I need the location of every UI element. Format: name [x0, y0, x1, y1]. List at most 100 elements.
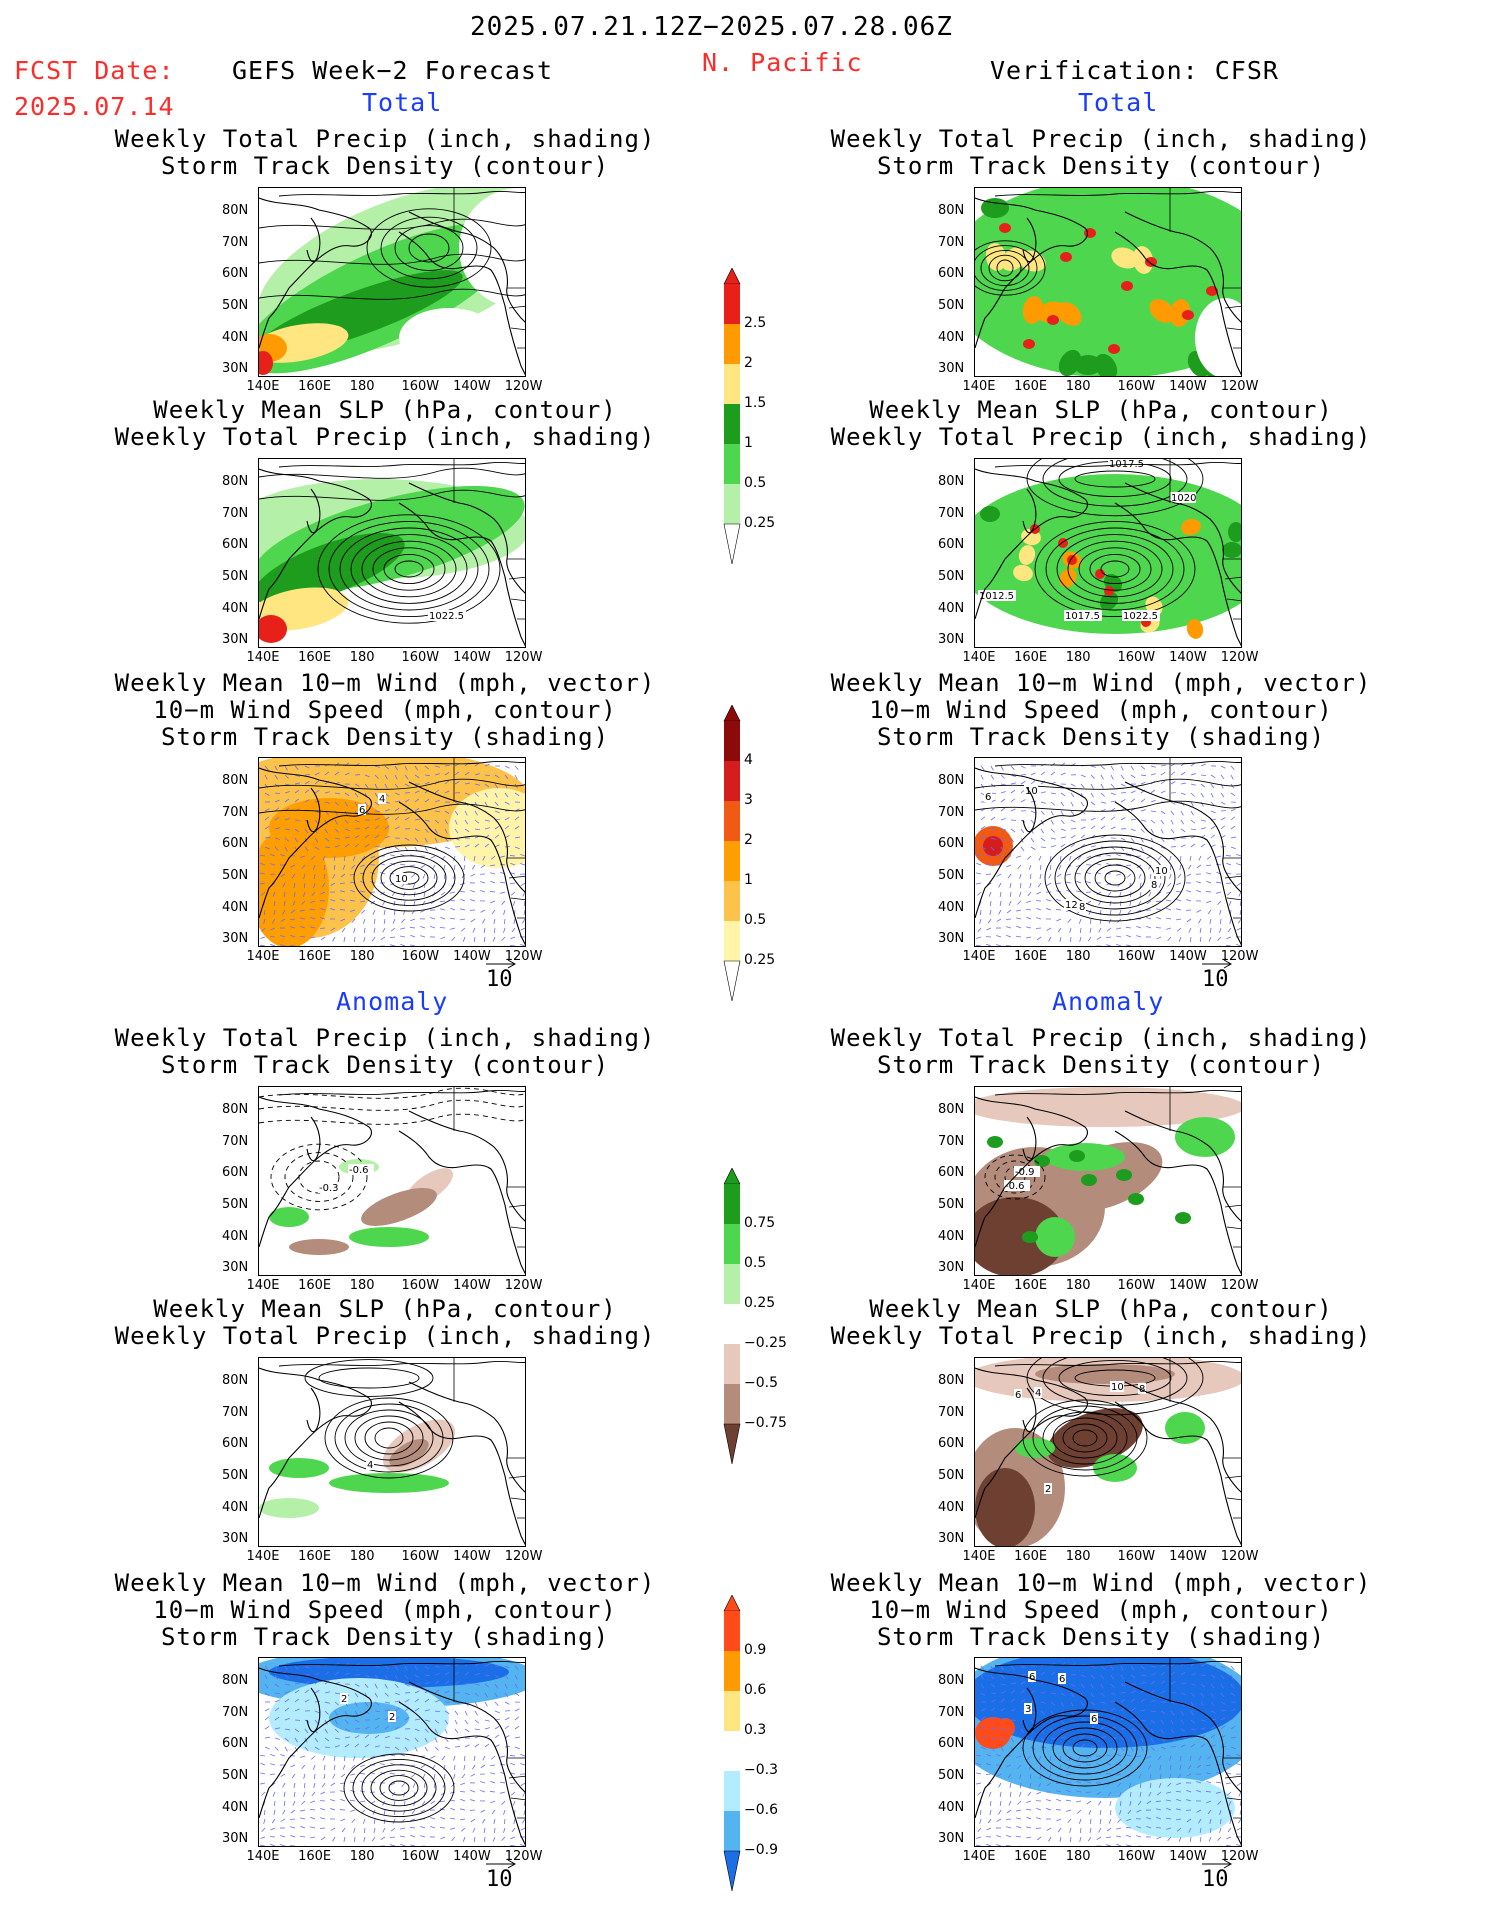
region-name: N. Pacific: [702, 48, 863, 77]
lat-tick-label: 30N: [938, 931, 965, 947]
lon-tick-label: 140W: [1169, 1849, 1207, 1864]
lon-tick-label: 160E: [298, 650, 332, 665]
lat-tick-label: 70N: [938, 234, 965, 250]
lon-tick-label: 140W: [1169, 1278, 1207, 1293]
panel-title-line: Weekly Total Precip (inch, shading): [114, 423, 656, 451]
lat-tick-label: 30N: [938, 1531, 965, 1547]
panel-title-line: Storm Track Density (shading): [876, 723, 1326, 751]
panel-title-line: 10−m Wind Speed (mph, contour): [869, 1596, 1333, 1624]
colorbar-tick-label: 4: [744, 752, 753, 768]
panel-title-line: Storm Track Density (contour): [160, 152, 610, 180]
lat-tick-label: 30N: [938, 632, 965, 648]
lat-tick-label: 70N: [938, 1704, 965, 1720]
map-field: [259, 188, 525, 376]
lat-tick-label: 60N: [222, 266, 249, 282]
colorbar-tick-label: −0.3: [744, 1762, 778, 1778]
panel-title-line: Weekly Total Precip (inch, shading): [830, 1024, 1372, 1052]
lat-tick-label: 50N: [222, 867, 249, 883]
lon-tick-label: 160W: [1117, 949, 1156, 964]
lon-tick-label: 140E: [246, 1549, 280, 1564]
panel-title-line: Weekly Mean 10−m Wind (mph, vector): [114, 669, 656, 697]
lon-tick-label: 160E: [1014, 650, 1048, 665]
section-total-fcst: Total: [362, 88, 443, 117]
svg-text:6: 6: [985, 792, 991, 803]
lat-tick-label: 80N: [938, 1672, 965, 1688]
lon-tick-label: 180: [349, 1278, 375, 1293]
svg-text:-0.3: -0.3: [319, 1183, 339, 1194]
lat-tick-label: 50N: [222, 568, 249, 584]
svg-text:1020: 1020: [1171, 493, 1196, 504]
fcst-date-value: 2025.07.14: [14, 92, 175, 121]
lon-tick-label: 120W: [1220, 949, 1259, 964]
panel-title-verif-1: Weekly Mean SLP (hPa, contour) Weekly Tot…: [751, 397, 1451, 451]
svg-text:1022.5: 1022.5: [429, 611, 464, 622]
svg-text:12: 12: [1065, 900, 1078, 911]
lat-tick-label: 30N: [222, 361, 249, 377]
colorbar-track_anom: 0.9 0.6 0.3 −0.3 −0.6 −0.9: [722, 1595, 802, 1891]
lat-tick-label: 70N: [222, 234, 249, 250]
lat-tick-label: 70N: [222, 804, 249, 820]
lon-tick-label: 140E: [246, 1278, 280, 1293]
lat-tick-label: 70N: [222, 1404, 249, 1420]
map-field: 4: [259, 1358, 525, 1546]
panel-title-line: Weekly Mean SLP (hPa, contour): [869, 396, 1333, 424]
lat-tick-label: 30N: [938, 1831, 965, 1847]
fcst-date-label: FCST Date:: [14, 56, 175, 85]
map-panel-fcst-wind_total: 4 6 10: [258, 757, 526, 947]
lat-tick-label: 40N: [938, 899, 965, 915]
lat-tick-label: 70N: [938, 505, 965, 521]
lat-tick-label: 50N: [222, 297, 249, 313]
panel-title-verif-0: Weekly Total Precip (inch, shading) Storm…: [751, 126, 1451, 180]
lat-tick-label: 50N: [938, 1467, 965, 1483]
vector-reference-arrow: [1202, 959, 1233, 969]
colorbar-tick-label: 1: [744, 435, 753, 451]
panel-title-line: Storm Track Density (shading): [876, 1623, 1326, 1651]
panel-title-line: Storm Track Density (shading): [160, 723, 610, 751]
colorbar-precip_anom: 0.75 0.5 0.25 −0.25 −0.5 −0.75: [722, 1168, 802, 1464]
lat-tick-label: 50N: [938, 867, 965, 883]
panel-title-line: Weekly Total Precip (inch, shading): [830, 423, 1372, 451]
lon-tick-label: 120W: [1220, 650, 1259, 665]
section-total-verif: Total: [1078, 88, 1159, 117]
panel-title-line: Weekly Total Precip (inch, shading): [830, 125, 1372, 153]
lon-tick-label: 160W: [1117, 650, 1156, 665]
panel-title-verif-2: Weekly Mean 10−m Wind (mph, vector) 10−m …: [751, 670, 1451, 751]
lon-tick-label: 140W: [453, 650, 491, 665]
lat-tick-label: 60N: [222, 1436, 249, 1452]
lat-tick-label: 70N: [222, 1704, 249, 1720]
lon-tick-label: 160E: [1014, 1549, 1048, 1564]
lat-tick-label: 80N: [938, 473, 965, 489]
panel-title-line: 10−m Wind Speed (mph, contour): [869, 696, 1333, 724]
lat-tick-label: 60N: [938, 537, 965, 553]
colorbar-tick-label: 0.9: [744, 1642, 767, 1658]
lat-tick-label: 30N: [938, 1260, 965, 1276]
colorbar-tick-label: 0.5: [744, 912, 767, 928]
svg-text:4: 4: [367, 1460, 373, 1471]
svg-text:3: 3: [1025, 1704, 1031, 1715]
map-panel-fcst-slp_total: 1022.5: [258, 458, 526, 648]
map-panel-verif-slp_anom: 4 10 8 6 2: [974, 1357, 1242, 1547]
lon-tick-label: 160W: [1117, 1278, 1156, 1293]
lat-tick-label: 50N: [222, 1196, 249, 1212]
lat-tick-label: 50N: [938, 1767, 965, 1783]
svg-text:6: 6: [1015, 1390, 1021, 1401]
map-panel-verif-wind_total: 10 6 10 8 12 8: [974, 757, 1242, 947]
lat-tick-label: 40N: [222, 329, 249, 345]
colorbar-tick-label: 0.25: [744, 1295, 776, 1311]
lat-tick-label: 40N: [222, 1799, 249, 1815]
lat-tick-label: 30N: [222, 1831, 249, 1847]
panel-title-line: Weekly Total Precip (inch, shading): [114, 125, 656, 153]
lat-tick-label: 50N: [222, 1767, 249, 1783]
panel-title-line: Weekly Mean 10−m Wind (mph, vector): [830, 1569, 1372, 1597]
lat-tick-label: 40N: [222, 600, 249, 616]
lat-tick-label: 40N: [222, 1499, 249, 1515]
colorbar-tick-label: 1.5: [744, 395, 767, 411]
lat-tick-label: 30N: [222, 1531, 249, 1547]
lon-tick-label: 160W: [1117, 1549, 1156, 1564]
panel-title-line: Weekly Total Precip (inch, shading): [114, 1322, 656, 1350]
svg-text:10: 10: [1111, 1382, 1124, 1393]
colorbar-tick-label: 0.6: [744, 1682, 767, 1698]
lon-tick-label: 140W: [453, 1549, 491, 1564]
lon-tick-label: 140E: [962, 1278, 996, 1293]
panel-title-fcst-2: Weekly Mean 10−m Wind (mph, vector) 10−m …: [35, 670, 735, 751]
